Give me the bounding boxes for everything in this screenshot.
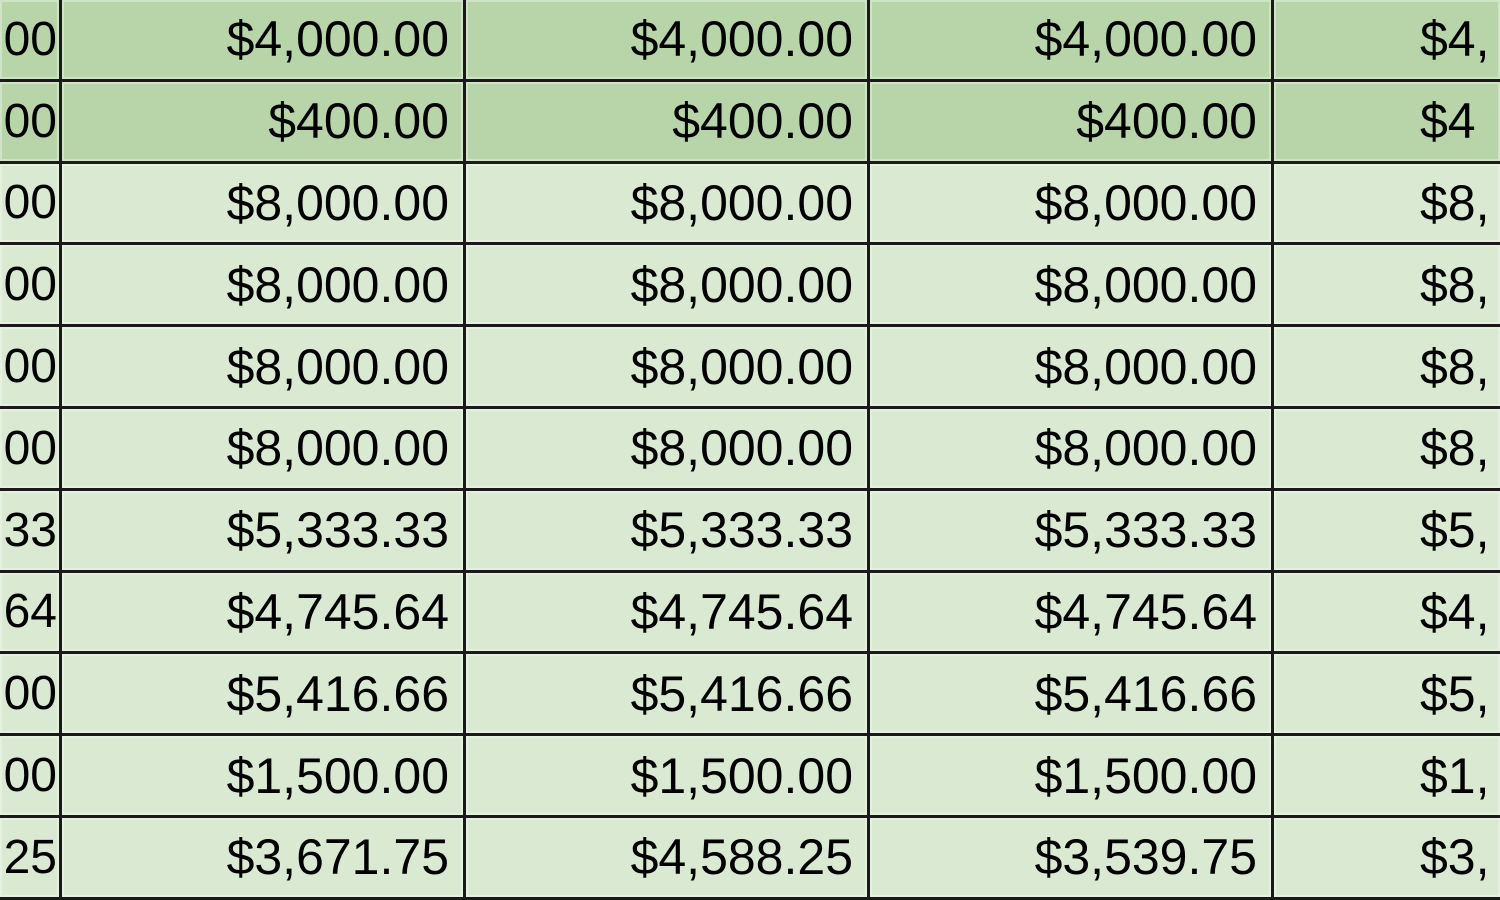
- table-cell[interactable]: $8,000.00: [466, 245, 870, 328]
- table-cell[interactable]: $3,539.75: [870, 817, 1274, 900]
- table-cell[interactable]: $8,000.00: [870, 163, 1274, 246]
- table-cell[interactable]: $5,333.33: [466, 490, 870, 573]
- table-cell[interactable]: $1,: [1274, 736, 1500, 818]
- table-cell[interactable]: $5,: [1274, 654, 1500, 737]
- table-cell[interactable]: $400.00: [62, 81, 466, 164]
- table-cell[interactable]: $8,: [1274, 163, 1500, 246]
- table-cell[interactable]: $4,: [1274, 0, 1500, 82]
- table-cell[interactable]: 25: [0, 817, 62, 900]
- table-cell[interactable]: $4,: [1274, 572, 1500, 655]
- table-cell[interactable]: $1,500.00: [62, 736, 466, 818]
- table-cell[interactable]: 33: [0, 490, 62, 573]
- table-cell[interactable]: $8,000.00: [62, 163, 466, 246]
- table-cell[interactable]: $1,500.00: [466, 736, 870, 818]
- table-cell[interactable]: $8,000.00: [62, 245, 466, 328]
- table-cell[interactable]: $400.00: [870, 81, 1274, 164]
- table-cell[interactable]: $8,000.00: [466, 163, 870, 246]
- table-cell[interactable]: 00: [0, 0, 62, 82]
- table-cell[interactable]: $4,745.64: [62, 572, 466, 655]
- table-cell[interactable]: $8,000.00: [466, 327, 870, 409]
- table-cell[interactable]: $8,: [1274, 245, 1500, 328]
- table-cell[interactable]: $8,000.00: [62, 327, 466, 409]
- table-cell[interactable]: 00: [0, 408, 62, 491]
- table-cell[interactable]: 00: [0, 245, 62, 328]
- table-cell[interactable]: $3,: [1274, 817, 1500, 900]
- table-cell[interactable]: $8,: [1274, 327, 1500, 409]
- table-cell[interactable]: $4: [1274, 81, 1500, 164]
- table-cell[interactable]: $8,000.00: [62, 408, 466, 491]
- table-cell[interactable]: 00: [0, 327, 62, 409]
- table-cell[interactable]: $4,000.00: [870, 0, 1274, 82]
- table-cell[interactable]: 00: [0, 163, 62, 246]
- table-cell[interactable]: $3,671.75: [62, 817, 466, 900]
- table-cell[interactable]: $4,000.00: [466, 0, 870, 82]
- table-cell[interactable]: 64: [0, 572, 62, 655]
- table-cell[interactable]: $8,000.00: [870, 327, 1274, 409]
- table-cell[interactable]: $8,000.00: [870, 408, 1274, 491]
- table-cell[interactable]: $5,: [1274, 490, 1500, 573]
- table-cell[interactable]: $1,500.00: [870, 736, 1274, 818]
- table-cell[interactable]: $4,745.64: [870, 572, 1274, 655]
- table-cell[interactable]: $5,416.66: [62, 654, 466, 737]
- table-cell[interactable]: $5,333.33: [62, 490, 466, 573]
- table-cell[interactable]: $400.00: [466, 81, 870, 164]
- table-cell[interactable]: $5,333.33: [870, 490, 1274, 573]
- table-cell[interactable]: $4,000.00: [62, 0, 466, 82]
- table-cell[interactable]: 00: [0, 654, 62, 737]
- table-cell[interactable]: $8,: [1274, 408, 1500, 491]
- table-cell[interactable]: $5,416.66: [870, 654, 1274, 737]
- table-cell[interactable]: 00: [0, 81, 62, 164]
- table-cell[interactable]: $8,000.00: [870, 245, 1274, 328]
- table-cell[interactable]: $4,745.64: [466, 572, 870, 655]
- table-cell[interactable]: $5,416.66: [466, 654, 870, 737]
- table-cell[interactable]: 00: [0, 736, 62, 818]
- table-cell[interactable]: $8,000.00: [466, 408, 870, 491]
- table-cell[interactable]: $4,588.25: [466, 817, 870, 900]
